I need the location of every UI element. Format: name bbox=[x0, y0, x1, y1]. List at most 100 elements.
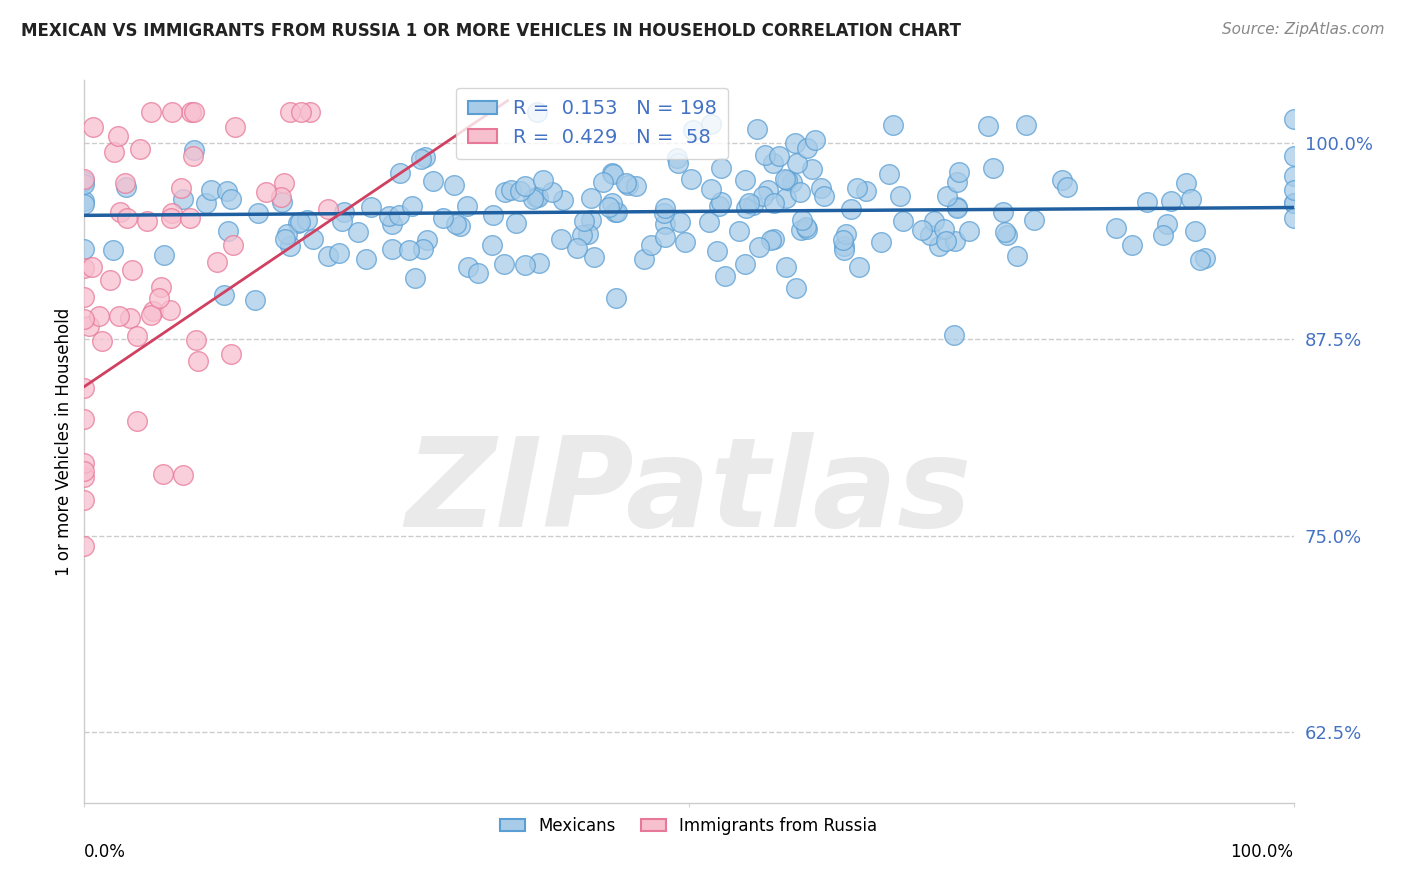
Point bbox=[501, 183, 523, 197]
Point bbox=[107, 129, 129, 144]
Point bbox=[290, 104, 312, 119]
Point bbox=[387, 208, 409, 222]
Point bbox=[605, 205, 627, 219]
Point bbox=[855, 184, 877, 198]
Point bbox=[413, 150, 436, 164]
Text: ZIPatlas: ZIPatlas bbox=[406, 432, 972, 553]
Point bbox=[187, 354, 209, 368]
Point bbox=[754, 148, 776, 162]
Point bbox=[550, 232, 572, 246]
Point bbox=[160, 104, 183, 119]
Point bbox=[443, 178, 465, 192]
Point bbox=[330, 213, 353, 227]
Point bbox=[605, 291, 627, 305]
Point bbox=[183, 104, 205, 119]
Point bbox=[531, 172, 554, 186]
Point bbox=[212, 288, 235, 302]
Point bbox=[617, 178, 640, 192]
Point bbox=[73, 242, 96, 256]
Point bbox=[1282, 112, 1305, 127]
Point bbox=[246, 205, 269, 219]
Legend: Mexicans, Immigrants from Russia: Mexicans, Immigrants from Russia bbox=[494, 810, 884, 841]
Point bbox=[1282, 183, 1305, 197]
Point bbox=[467, 266, 489, 280]
Point bbox=[752, 189, 775, 203]
Point bbox=[810, 180, 832, 194]
Point bbox=[180, 104, 202, 119]
Point bbox=[640, 238, 662, 252]
Point bbox=[911, 223, 934, 237]
Point bbox=[581, 191, 603, 205]
Point bbox=[707, 198, 730, 212]
Point bbox=[378, 210, 401, 224]
Point bbox=[997, 228, 1019, 243]
Point bbox=[526, 104, 548, 119]
Point bbox=[316, 202, 339, 216]
Point bbox=[271, 195, 294, 210]
Point bbox=[108, 309, 131, 323]
Point bbox=[762, 155, 785, 169]
Point bbox=[762, 195, 785, 210]
Point bbox=[839, 202, 862, 216]
Point bbox=[153, 248, 176, 262]
Point bbox=[928, 238, 950, 252]
Point bbox=[278, 104, 301, 119]
Point bbox=[790, 213, 813, 227]
Point bbox=[943, 327, 966, 342]
Point bbox=[1175, 176, 1198, 190]
Y-axis label: 1 or more Vehicles in Household: 1 or more Vehicles in Household bbox=[55, 308, 73, 575]
Point bbox=[219, 192, 242, 206]
Point bbox=[710, 161, 733, 176]
Point bbox=[571, 227, 593, 242]
Point bbox=[946, 202, 969, 216]
Point bbox=[422, 174, 444, 188]
Point bbox=[602, 196, 624, 211]
Point bbox=[482, 208, 505, 222]
Point bbox=[87, 309, 110, 323]
Point bbox=[347, 225, 370, 239]
Point bbox=[412, 242, 434, 256]
Point bbox=[1180, 193, 1202, 207]
Point bbox=[416, 233, 439, 247]
Point bbox=[73, 197, 96, 211]
Point bbox=[540, 185, 562, 199]
Text: Source: ZipAtlas.com: Source: ZipAtlas.com bbox=[1222, 22, 1385, 37]
Point bbox=[576, 227, 599, 242]
Point bbox=[288, 215, 311, 229]
Point bbox=[152, 467, 174, 482]
Point bbox=[1005, 249, 1028, 263]
Point bbox=[882, 118, 904, 132]
Point bbox=[354, 252, 377, 266]
Point bbox=[77, 318, 100, 333]
Point bbox=[710, 195, 733, 210]
Point bbox=[73, 539, 96, 553]
Point bbox=[845, 181, 868, 195]
Point bbox=[606, 205, 628, 219]
Point bbox=[184, 334, 207, 348]
Point bbox=[274, 232, 297, 246]
Point bbox=[73, 382, 96, 396]
Point bbox=[183, 143, 205, 157]
Point bbox=[98, 273, 121, 287]
Point bbox=[783, 136, 806, 151]
Point bbox=[444, 217, 467, 231]
Point bbox=[614, 176, 637, 190]
Point bbox=[1050, 173, 1073, 187]
Point bbox=[287, 216, 309, 230]
Point bbox=[796, 221, 818, 235]
Point bbox=[1282, 196, 1305, 211]
Point bbox=[936, 189, 959, 203]
Point bbox=[103, 243, 125, 257]
Point bbox=[706, 244, 728, 259]
Point bbox=[553, 194, 575, 208]
Text: 100.0%: 100.0% bbox=[1230, 843, 1294, 861]
Point bbox=[381, 242, 404, 256]
Point bbox=[505, 216, 527, 230]
Point bbox=[73, 290, 96, 304]
Point bbox=[513, 179, 536, 194]
Point bbox=[786, 155, 808, 169]
Point bbox=[73, 178, 96, 192]
Point bbox=[224, 120, 246, 134]
Point bbox=[735, 201, 758, 215]
Point bbox=[381, 217, 404, 231]
